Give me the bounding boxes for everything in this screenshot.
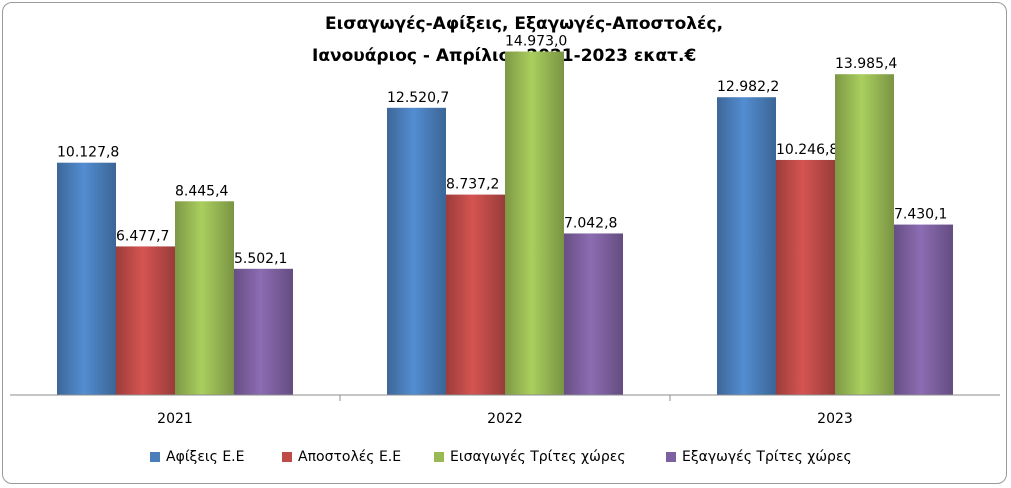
bar-2023-series1 <box>717 97 776 395</box>
legend-swatch <box>282 452 292 462</box>
bar-2021-series1 <box>57 162 116 395</box>
legend-swatch <box>666 452 676 462</box>
data-label-2022-series2: 8.737,2 <box>446 177 499 193</box>
chart-title-line2: Ιανουάριος - Απρίλιος 2021-2023 εκατ.€ <box>312 46 697 66</box>
data-label-2021-series4: 5.502,1 <box>234 251 287 267</box>
chart-title-line1: Εισαγωγές-Αφίξεις, Εξαγωγές-Αποστολές, <box>325 14 724 34</box>
x-tick-label-2022: 2022 <box>487 411 523 427</box>
bar-2022-series2 <box>446 194 505 395</box>
data-label-2023-series4: 7.430,1 <box>894 207 947 223</box>
legend-item-series4: Εξαγωγές Τρίτες χώρες <box>666 449 852 465</box>
x-tick-label-2023: 2023 <box>817 411 853 427</box>
data-label-2021-series1: 10.127,8 <box>57 145 119 161</box>
legend-label: Εξαγωγές Τρίτες χώρες <box>682 449 852 465</box>
bar-2023-series3 <box>835 74 894 395</box>
legend-item-series1: Αφίξεις Ε.Ε <box>150 449 244 465</box>
bar-2021-series2 <box>116 246 175 395</box>
bar-2022-series3 <box>505 51 564 395</box>
bar-2022-series1 <box>387 107 446 395</box>
data-label-2022-series1: 12.520,7 <box>387 90 449 106</box>
bar-2021-series4 <box>234 268 293 395</box>
bar-2023-series4 <box>894 224 953 395</box>
data-label-2023-series1: 12.982,2 <box>717 79 779 95</box>
legend-label: Εισαγωγές Τρίτες χώρες <box>450 449 626 465</box>
bar-2021-series3 <box>175 201 234 395</box>
legend-item-series3: Εισαγωγές Τρίτες χώρες <box>434 449 626 465</box>
legend-label: Αποστολές Ε.Ε <box>298 449 402 465</box>
data-label-2022-series3: 14.973,0 <box>505 34 567 50</box>
data-label-2021-series2: 6.477,7 <box>116 228 169 244</box>
data-label-2022-series4: 7.042,8 <box>564 215 617 231</box>
data-label-2023-series2: 10.246,8 <box>776 142 838 158</box>
data-label-2023-series3: 13.985,4 <box>835 56 897 72</box>
legend-item-series2: Αποστολές Ε.Ε <box>282 449 401 465</box>
bar-2023-series2 <box>776 159 835 395</box>
legend-swatch <box>150 452 160 462</box>
x-tick-label-2021: 2021 <box>157 411 193 427</box>
legend-swatch <box>434 452 444 462</box>
bar-2022-series4 <box>564 233 623 395</box>
data-label-2021-series3: 8.445,4 <box>175 183 229 199</box>
legend-label: Αφίξεις Ε.Ε <box>166 449 245 465</box>
